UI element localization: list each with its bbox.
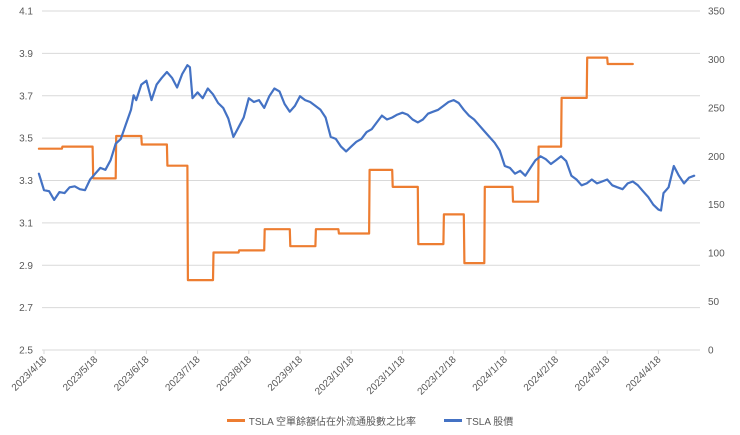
x-tick-label: 2024/2/18 — [522, 354, 562, 394]
legend-item-ratio: TSLA 空單餘額佔在外流通股數之比率 — [226, 413, 416, 428]
left-tick-label: 3.7 — [19, 91, 33, 102]
legend-label-price: TSLA 股價 — [466, 416, 514, 428]
x-tick-label: 2023/7/18 — [163, 354, 203, 394]
x-tick-label: 2023/11/18 — [365, 354, 408, 397]
plot-area — [37, 56, 696, 282]
x-tick-label: 2024/3/18 — [573, 354, 613, 394]
x-axis: 2023/4/18 2023/5/18 2023/6/18 2023/7/18 2023… — [10, 350, 664, 398]
legend-item-price: TSLA 股價 — [444, 413, 513, 428]
x-tick-label: 2023/9/18 — [266, 354, 306, 394]
left-tick-label: 4.1 — [19, 7, 33, 18]
x-tick-label: 2023/6/18 — [112, 354, 152, 394]
legend-swatch-price — [444, 418, 462, 422]
right-axis: 0 50 100 150 200 250 300 350 — [708, 7, 725, 357]
x-tick-label: 2023/10/18 — [313, 354, 356, 397]
x-tick-label: 2024/4/18 — [624, 354, 664, 394]
left-tick-label: 3.5 — [19, 134, 33, 145]
series-line-short-ratio — [37, 56, 634, 282]
left-tick-label: 2.9 — [19, 261, 33, 272]
x-tick-label: 2023/5/18 — [61, 354, 101, 394]
left-tick-label: 3.9 — [19, 49, 33, 60]
x-tick-label: 2024/1/18 — [471, 354, 511, 394]
left-axis: 2.5 2.7 2.9 3.1 3.3 3.5 3.7 3.9 4.1 — [19, 7, 33, 357]
x-tick-label: 2023/12/18 — [416, 354, 459, 397]
legend-label-ratio: TSLA 空單餘額佔在外流通股數之比率 — [248, 416, 416, 428]
left-tick-label: 2.7 — [19, 303, 33, 314]
right-tick-label: 100 — [708, 249, 725, 260]
right-tick-label: 300 — [708, 55, 725, 66]
chart-canvas: 2.5 2.7 2.9 3.1 3.3 3.5 3.7 3.9 4.1 0 50 100 150 200… — [10, 7, 725, 398]
right-tick-label: 200 — [708, 152, 725, 163]
gridlines — [42, 10, 700, 309]
right-tick-label: 150 — [708, 200, 725, 211]
left-tick-label: 2.5 — [19, 346, 33, 357]
legend-swatch-ratio — [226, 418, 245, 422]
right-tick-label: 250 — [708, 103, 725, 114]
right-tick-label: 350 — [708, 7, 725, 18]
right-tick-label: 0 — [708, 346, 714, 357]
legend: TSLA 空單餘額佔在外流通股數之比率 TSLA 股價 — [0, 410, 740, 430]
right-tick-label: 50 — [708, 297, 720, 308]
series-line-price — [37, 64, 696, 212]
left-tick-label: 3.1 — [19, 218, 33, 229]
x-tick-label: 2023/4/18 — [10, 354, 50, 394]
x-tick-label: 2023/8/18 — [215, 354, 255, 394]
left-tick-label: 3.3 — [19, 176, 33, 187]
